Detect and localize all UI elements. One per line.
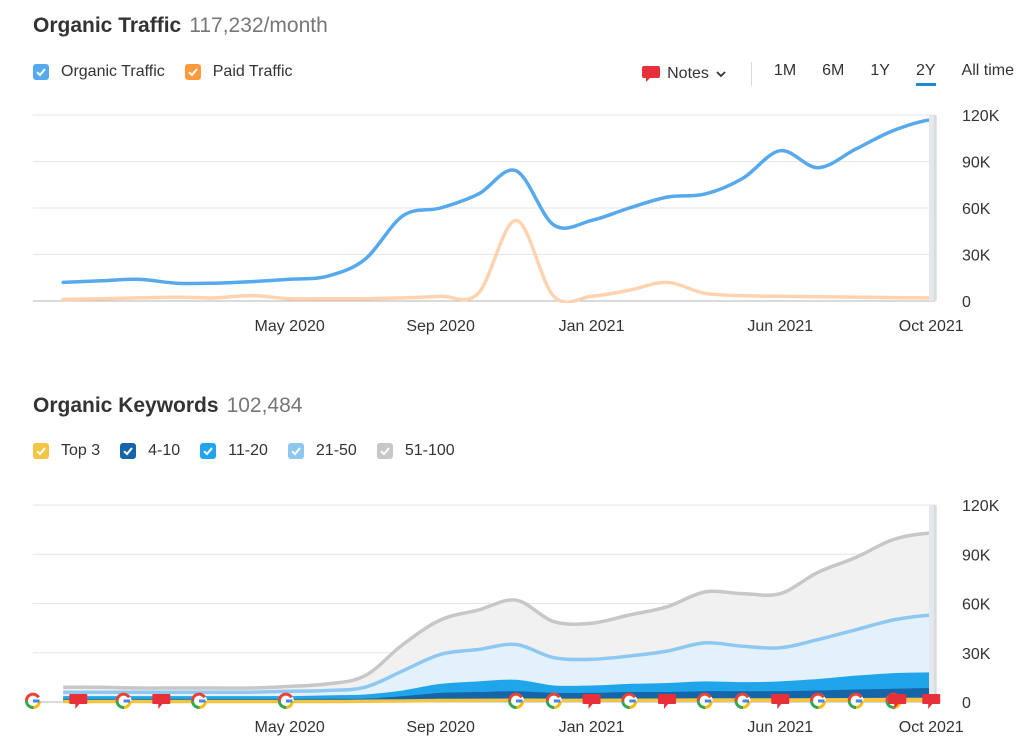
range-6m[interactable]: 6M [822,62,845,79]
google-update-icon[interactable] [508,692,525,709]
checkbox-organic-traffic[interactable] [33,64,49,80]
range-all-time[interactable]: All time [961,62,1014,79]
google-update-icon[interactable] [545,692,562,709]
keywords-chart: 0 30K 60K 90K 120K May 2020 Sep 2020 Jan 2021 Ju… [24,498,1000,736]
keywords-title-label: Organic Keywords [33,394,219,417]
checkbox-21-50[interactable] [287,443,304,459]
legend-label: Organic Traffic [61,63,165,80]
legend-label: 11-20 [228,442,268,459]
checkbox-top-3[interactable] [33,443,49,459]
checkbox-paid-traffic[interactable] [184,64,201,80]
check-icon [36,68,46,77]
x-tick-label: Jun 2021 [747,318,813,335]
note-marker-icon[interactable] [658,694,677,709]
range-1m[interactable]: 1M [773,62,797,79]
chart-controls: Notes 1M 6M 1Y 2Y All time [641,62,1014,86]
series-line-Organic Traffic [61,117,935,286]
legend-21-50[interactable]: 21-50 [287,442,357,460]
google-update-icon[interactable] [847,692,864,709]
series-line-Paid Traffic [61,218,935,303]
note-marker-icon[interactable] [888,694,907,709]
current-date-band [929,115,937,301]
legend-11-20[interactable]: 11-20 [200,442,268,460]
legend-top-3[interactable]: Top 3 [33,442,100,460]
google-update-icon[interactable] [621,692,638,709]
traffic-title: Organic Traffic 117,232/month [33,14,328,38]
y-tick-label: 60K [962,201,991,218]
y-tick-label: 90K [962,155,991,172]
check-icon [123,447,133,456]
legend-organic-traffic[interactable]: Organic Traffic [33,63,165,81]
current-date-band [929,505,937,702]
checkbox-51-100[interactable] [376,443,393,459]
keywords-legend: Top 3 4-10 11-20 21-50 51-100 [33,442,475,460]
notes-label: Notes [667,65,709,82]
legend-label: 51-100 [404,442,455,459]
legend-label: 21-50 [315,442,357,459]
x-tick-label: Oct 2021 [899,719,964,736]
x-tick-label: May 2020 [255,719,325,736]
check-icon [203,447,213,456]
y-tick-label: 60K [962,597,991,614]
check-icon [380,447,390,456]
area-21-50 [63,614,935,702]
check-icon [291,447,301,456]
series-line-51-100 [63,530,935,690]
legend-label: Paid Traffic [212,63,293,80]
note-marker-icon[interactable] [582,694,601,709]
legend-51-100[interactable]: 51-100 [376,442,455,460]
legend-4-10[interactable]: 4-10 [120,442,180,460]
y-tick-label: 30K [962,248,991,265]
y-tick-label: 0 [962,695,971,712]
legend-paid-traffic[interactable]: Paid Traffic [184,63,293,81]
divider [750,62,752,86]
check-icon [36,447,46,456]
note-marker-icon[interactable] [69,694,88,709]
google-update-icon[interactable] [810,692,827,709]
google-update-icon[interactable] [24,692,42,709]
checkbox-11-20[interactable] [200,443,217,459]
traffic-title-label: Organic Traffic [33,14,182,37]
series-line-11-20 [63,672,935,700]
plot-area [61,117,935,303]
notes-dropdown[interactable]: Notes [641,64,727,84]
google-update-icon[interactable] [696,692,713,709]
y-tick-label: 30K [962,646,991,663]
legend-label: Top 3 [61,442,101,459]
google-update-icon[interactable] [115,692,132,709]
google-update-icon[interactable] [191,692,208,709]
range-1y[interactable]: 1Y [870,62,890,79]
x-tick-label: Oct 2021 [899,318,964,335]
note-marker-icon[interactable] [152,694,171,709]
google-update-icon[interactable] [277,692,294,709]
x-tick-label: Jan 2021 [559,719,625,736]
y-tick-label: 120K [962,498,1000,515]
note-marker-icon[interactable] [922,694,941,709]
series-line-21-50 [63,613,935,694]
google-update-icon[interactable] [734,692,751,709]
x-tick-label: Jun 2021 [747,719,813,736]
range-2y[interactable]: 2Y [915,62,936,86]
x-tick-label: Sep 2020 [406,719,475,736]
keywords-title: Organic Keywords 102,484 [33,394,302,418]
note-marker-icon[interactable] [771,694,790,709]
keywords-metric: 102,484 [226,394,303,417]
y-tick-label: 120K [962,108,1000,125]
plot-area [63,530,935,704]
y-tick-label: 90K [962,547,991,564]
traffic-legend: Organic Traffic Paid Traffic [33,63,313,81]
traffic-chart: 0 30K 60K 90K 120K May 2020 Sep 2020 Jan 2021 Ju… [33,108,1000,335]
checkbox-4-10[interactable] [120,443,137,459]
traffic-metric: 117,232/month [189,14,328,37]
x-tick-label: Sep 2020 [406,318,475,335]
check-icon [188,68,198,77]
x-tick-label: May 2020 [255,318,325,335]
legend-label: 4-10 [148,442,181,459]
chevron-down-icon [716,71,726,78]
note-icon [642,66,661,82]
y-tick-label: 0 [962,294,971,311]
x-tick-label: Jan 2021 [559,318,625,335]
